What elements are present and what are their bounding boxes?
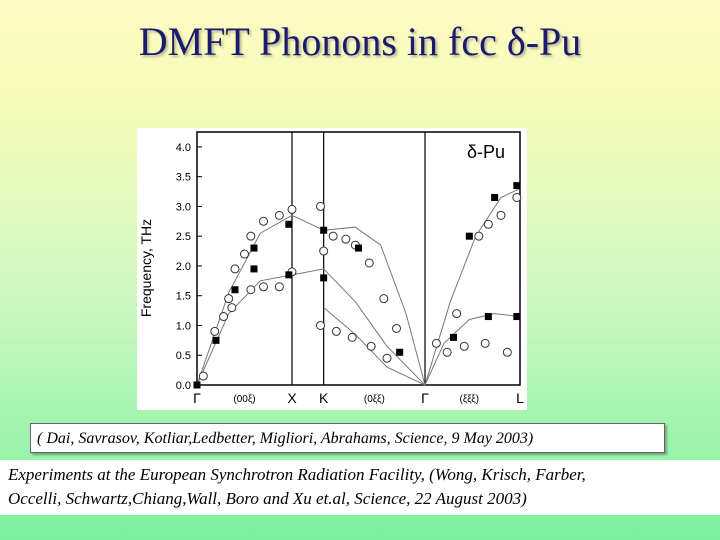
data-point-square — [212, 336, 220, 344]
data-point-circle — [259, 216, 268, 226]
fit-curve — [424, 313, 521, 386]
x-direction-label: (00ξ) — [233, 394, 255, 405]
data-point-circle — [480, 338, 490, 348]
data-point-circle — [224, 294, 234, 304]
data-point-circle — [502, 347, 512, 357]
y-tick-label: 2.5 — [176, 231, 191, 243]
data-point-circle — [364, 258, 374, 268]
data-point-square — [396, 348, 404, 356]
data-point-circle — [379, 294, 389, 304]
data-point-circle — [287, 204, 297, 214]
fit-curve — [196, 268, 426, 386]
x-path-label: L — [516, 390, 524, 406]
data-point-circle — [210, 326, 220, 336]
data-point-square — [320, 226, 328, 234]
data-point-square — [285, 220, 293, 228]
x-path-label: X — [287, 390, 297, 406]
y-tick-label: 1.5 — [176, 291, 191, 303]
data-point-square — [491, 193, 499, 201]
data-point-circle — [227, 303, 237, 313]
fit-curves — [196, 188, 521, 386]
data-point-circle — [274, 282, 284, 292]
data-point-square — [513, 182, 521, 190]
data-point-circle — [219, 312, 229, 322]
data-point-circle — [240, 249, 249, 259]
data-point-circle — [328, 231, 338, 241]
data-point-square — [285, 271, 293, 279]
data-point-square — [513, 313, 521, 321]
y-tick-label: 3.0 — [176, 201, 191, 213]
experiments-line-1: Experiments at the European Synchrotron … — [8, 465, 586, 484]
data-point-square — [231, 286, 239, 294]
data-point-circle — [230, 264, 240, 274]
phonon-dispersion-chart: 0.0 0.5 1.0 1.5 2.0 2.5 3.0 3.5 4.0 Γ X K Γ L (00ξ) (0ξ… — [137, 128, 527, 410]
slide-title: DMFT Phonons in fcc δ-Pu — [138, 19, 582, 64]
chart-svg: 0.0 0.5 1.0 1.5 2.0 2.5 3.0 3.5 4.0 Γ X K Γ L (00ξ) (0ξ… — [137, 128, 527, 410]
data-point-circle — [496, 210, 506, 220]
data-point-circle — [512, 192, 522, 202]
data-point-circle — [382, 353, 392, 363]
data-markers — [193, 182, 522, 389]
data-point-circle — [331, 326, 341, 336]
data-point-circle — [442, 347, 452, 357]
data-point-circle — [341, 234, 351, 244]
data-point-circle — [347, 332, 357, 342]
data-point-square — [450, 333, 457, 341]
data-point-square — [484, 313, 492, 321]
data-point-circle — [366, 341, 376, 351]
data-point-circle — [431, 338, 441, 348]
x-path-label: K — [319, 390, 329, 406]
data-point-circle — [316, 201, 325, 211]
plot-frame — [196, 131, 521, 386]
data-point-circle — [392, 323, 401, 333]
experiments-line-2: Occelli, Schwartz,Chiang,Wall, Boro and … — [8, 489, 527, 508]
x-direction-label: (0ξξ) — [364, 394, 385, 405]
data-point-square — [465, 232, 473, 240]
data-point-circle — [246, 285, 256, 295]
data-point-circle — [246, 231, 256, 241]
data-point-circle — [274, 210, 284, 220]
y-tick-label: 0.5 — [176, 350, 191, 362]
y-axis-label: Frequency, THz — [138, 219, 154, 317]
experiments-note: Experiments at the European Synchrotron … — [0, 460, 720, 515]
y-tick-label: 2.0 — [176, 261, 191, 273]
data-point-circle — [259, 282, 268, 292]
plot-border — [196, 131, 521, 386]
data-point-square — [250, 265, 258, 273]
data-point-circle — [198, 371, 208, 381]
x-path-label: Γ — [193, 390, 201, 406]
data-point-circle — [452, 309, 462, 319]
y-tick-label: 4.0 — [176, 142, 191, 154]
y-tick-label: 1.0 — [176, 320, 191, 332]
x-direction-label: (ξξξ) — [460, 394, 480, 405]
citation-box: ( Dai, Savrasov, Kotliar,Ledbetter, Migl… — [30, 423, 665, 453]
data-point-circle — [459, 341, 469, 351]
data-point-square — [355, 244, 362, 252]
data-point-circle — [319, 246, 329, 256]
data-point-circle — [316, 320, 325, 330]
legend-label: δ-Pu — [467, 142, 505, 162]
data-point-square — [250, 244, 258, 252]
x-path-label: Γ — [421, 390, 429, 406]
data-point-circle — [483, 219, 493, 229]
data-point-square — [320, 274, 328, 282]
y-tick-label: 0.0 — [176, 380, 191, 392]
axis-ticks: 0.0 0.5 1.0 1.5 2.0 2.5 3.0 3.5 4.0 Γ X K Γ L (00ξ) (0ξ… — [176, 142, 524, 406]
data-point-circle — [474, 231, 484, 241]
y-tick-label: 3.5 — [176, 172, 191, 184]
